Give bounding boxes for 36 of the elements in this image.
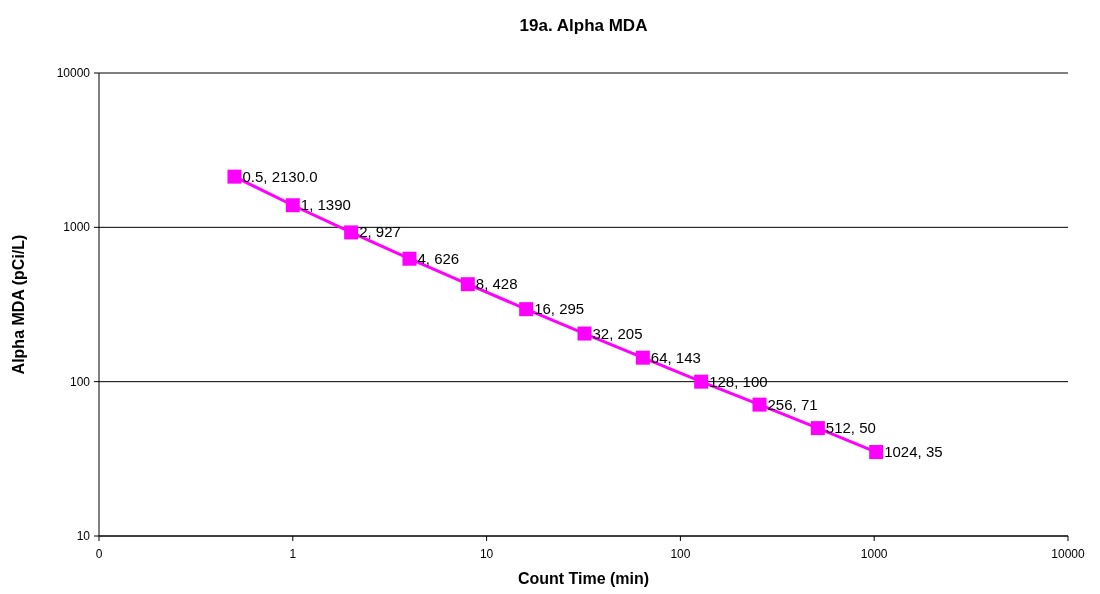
point [635, 350, 650, 365]
point [694, 374, 709, 389]
data-label: 1, 1390 [300, 196, 351, 214]
x-axis-title: Count Time (min) [517, 570, 650, 587]
point [869, 445, 884, 460]
point [460, 277, 475, 292]
y-tick-label: 100 [69, 374, 91, 389]
y-tick-label: 1000 [63, 220, 91, 235]
data-label: 1024, 35 [884, 443, 943, 461]
data-label: 2, 927 [359, 223, 401, 241]
data-label: 32, 205 [592, 324, 643, 342]
point [285, 198, 300, 213]
x-tick-label: 1 [289, 547, 297, 561]
point [519, 302, 534, 317]
data-label: 8, 428 [475, 275, 518, 293]
data-label: 512, 50 [825, 419, 876, 437]
data-label: 256, 71 [767, 395, 818, 413]
point [402, 251, 417, 266]
point [752, 397, 767, 412]
x-tick-label: 0 [95, 547, 103, 561]
x-tick-label: 10000 [1051, 547, 1086, 561]
point [577, 326, 592, 341]
x-tick-label: 100 [670, 547, 691, 561]
point [344, 225, 359, 240]
y-axis-title: Alpha MDA (pCi/L) [10, 234, 27, 375]
data-label: 4, 626 [417, 249, 460, 267]
point [810, 421, 825, 436]
y-tick-label: 10000 [56, 66, 91, 80]
x-tick-label: 1000 [860, 547, 888, 561]
x-tick-label: 10 [479, 547, 494, 561]
data-label: 0.5, 2130.0 [242, 167, 318, 185]
chart-title: 19a. Alpha MDA [519, 16, 648, 35]
data-label: 16, 295 [534, 300, 585, 318]
data-label: 64, 143 [650, 348, 701, 366]
point [227, 169, 242, 184]
y-tick-label: 10 [76, 529, 91, 543]
